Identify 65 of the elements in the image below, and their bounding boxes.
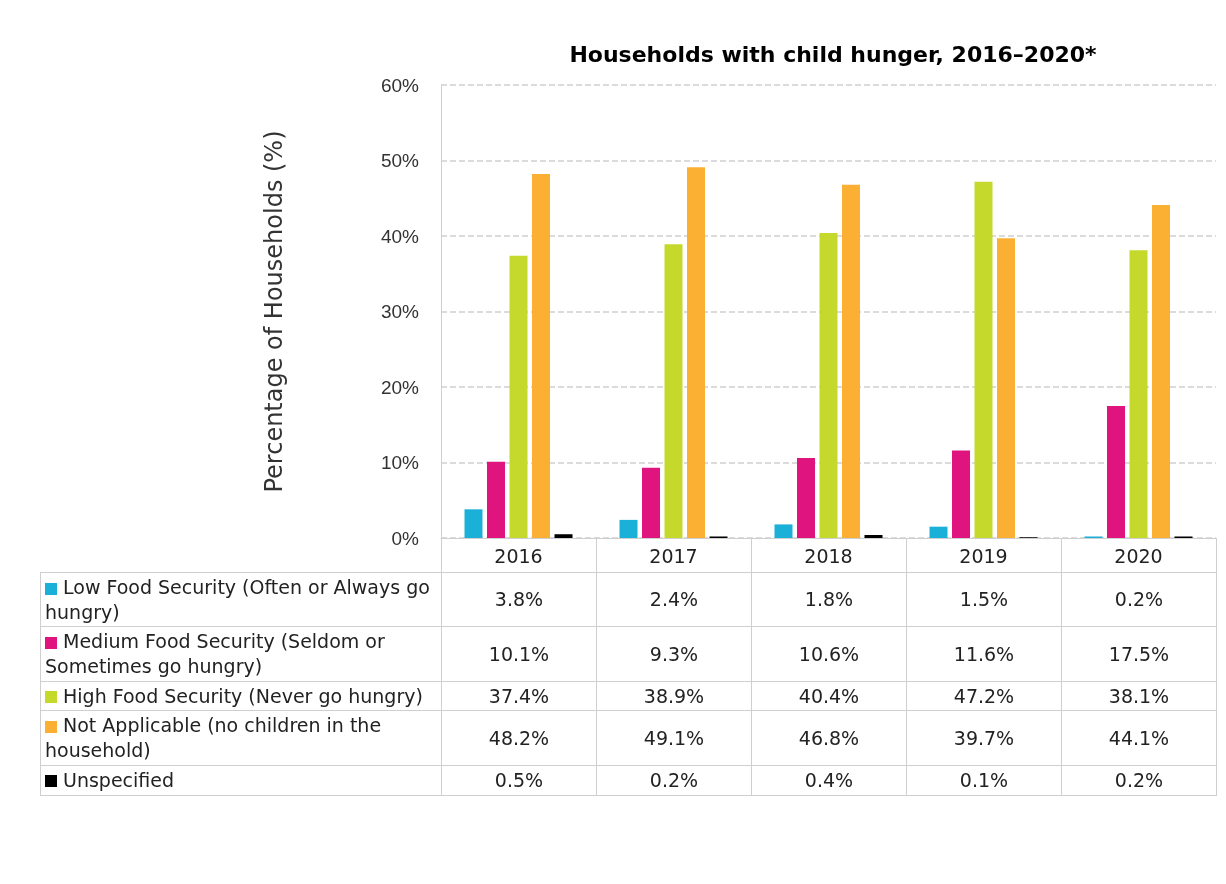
x-tick-label: 2019 bbox=[959, 544, 1008, 567]
bar bbox=[532, 174, 550, 538]
legend-label: Not Applicable (no children in the household) bbox=[40, 710, 442, 766]
data-label: 38.1% bbox=[1061, 681, 1217, 711]
bar bbox=[1129, 250, 1148, 538]
data-label: 38.9% bbox=[596, 681, 752, 711]
bar bbox=[687, 167, 705, 538]
data-label: 10.6% bbox=[751, 626, 907, 682]
y-tick-label: 10% bbox=[380, 452, 420, 473]
y-axis-title: Percentage of Households (%) bbox=[260, 130, 288, 493]
bar bbox=[864, 534, 883, 538]
legend-label: Low Food Security (Often or Always go hungry) bbox=[40, 572, 442, 627]
data-label: 0.5% bbox=[441, 765, 597, 795]
legend-label: High Food Security (Never go hungry) bbox=[40, 681, 442, 711]
data-label: 47.2% bbox=[906, 681, 1062, 711]
x-tick-label: 2016 bbox=[494, 544, 543, 567]
bar bbox=[952, 450, 970, 538]
data-label: 48.2% bbox=[441, 710, 597, 766]
data-label: 0.2% bbox=[1061, 572, 1217, 627]
data-label: 1.8% bbox=[751, 572, 907, 627]
bar bbox=[797, 457, 815, 538]
bar bbox=[997, 238, 1015, 538]
data-label: 1.5% bbox=[906, 572, 1062, 627]
data-label: 49.1% bbox=[596, 710, 752, 766]
data-label: 17.5% bbox=[1061, 626, 1217, 682]
y-tick-label: 60% bbox=[380, 74, 420, 96]
bar bbox=[1152, 205, 1170, 538]
bar bbox=[642, 467, 660, 538]
bar bbox=[487, 461, 505, 538]
data-label: 0.1% bbox=[906, 765, 1062, 795]
data-label: 40.4% bbox=[751, 681, 907, 711]
bar bbox=[619, 519, 638, 538]
data-label: 0.2% bbox=[596, 765, 752, 795]
bar bbox=[774, 524, 793, 538]
legend-label: Medium Food Security (Seldom or Sometimes go hungry) bbox=[40, 626, 442, 682]
bar bbox=[1107, 405, 1125, 538]
data-label: 11.6% bbox=[906, 626, 1062, 682]
data-label: 44.1% bbox=[1061, 710, 1217, 766]
x-tick-label: 2020 bbox=[1114, 544, 1163, 567]
data-label: 46.8% bbox=[751, 710, 907, 766]
data-label: 0.2% bbox=[1061, 765, 1217, 795]
y-tick-label: 20% bbox=[380, 376, 420, 398]
data-label: 39.7% bbox=[906, 710, 1062, 766]
y-tick-label: 50% bbox=[380, 150, 420, 171]
bar bbox=[929, 526, 948, 538]
bar bbox=[509, 255, 528, 538]
bar bbox=[974, 181, 993, 538]
y-tick-label: 40% bbox=[380, 225, 420, 247]
data-label: 2.4% bbox=[596, 572, 752, 627]
bar bbox=[664, 244, 683, 538]
data-label: 10.1% bbox=[441, 626, 597, 682]
chart-title: Households with child hunger, 2016–2020* bbox=[569, 41, 1098, 67]
x-tick-label: 2018 bbox=[804, 544, 853, 567]
data-label: 0.4% bbox=[751, 765, 907, 795]
x-tick-label: 2017 bbox=[649, 544, 698, 567]
bar bbox=[464, 509, 483, 538]
bar bbox=[842, 184, 860, 538]
data-label: 3.8% bbox=[441, 572, 597, 627]
y-tick-label: 30% bbox=[380, 301, 420, 322]
bar bbox=[554, 534, 573, 538]
legend-label: Unspecified bbox=[40, 765, 442, 795]
y-tick-label: 0% bbox=[391, 527, 420, 549]
data-label: 9.3% bbox=[596, 626, 752, 682]
bar bbox=[819, 232, 838, 538]
data-label: 37.4% bbox=[441, 681, 597, 711]
